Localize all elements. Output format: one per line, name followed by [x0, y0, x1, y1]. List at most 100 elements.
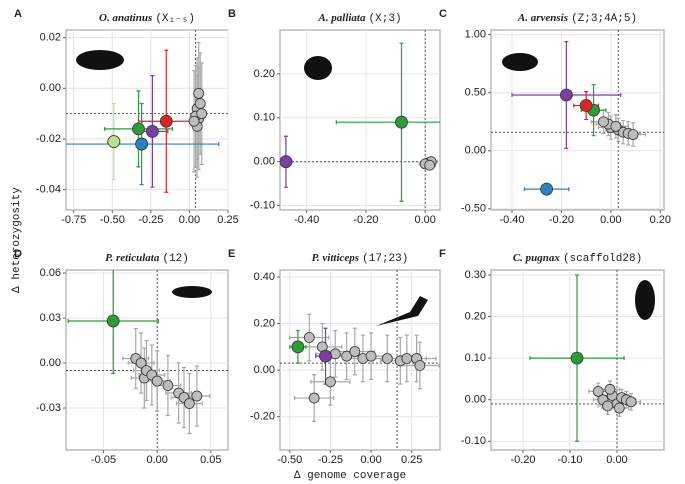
- species: A. arvensis: [517, 12, 568, 24]
- chromosome: (Z;3;4A;5): [571, 13, 637, 25]
- y-tick-label: -0.50: [461, 203, 486, 215]
- points: [511, 41, 647, 196]
- lizard-icon: [376, 296, 428, 326]
- y-tick-label: 0.03: [40, 312, 61, 324]
- point: [135, 357, 147, 369]
- point: [625, 396, 637, 408]
- y-tick-label: 0.00: [465, 394, 486, 406]
- y-tick-label: -0.03: [36, 402, 61, 414]
- panel-letter: E: [228, 248, 235, 260]
- panel: -0.40 -0.20 0.00 0.20 1.00 0.50 0.00 -0.50 C A. a…: [439, 8, 671, 226]
- x-tick-label: -0.20: [353, 214, 378, 226]
- panel-title: P. reticulata (12): [105, 252, 189, 265]
- point: [196, 108, 208, 120]
- point: [395, 115, 408, 129]
- point: [291, 340, 305, 354]
- species: P. reticulata: [105, 252, 160, 264]
- point: [188, 115, 200, 127]
- point: [191, 390, 203, 402]
- panel-title: O. anatinus (X₁₋₅): [99, 12, 195, 25]
- point: [540, 182, 554, 196]
- point: [570, 351, 584, 365]
- monkey-icon: [304, 56, 332, 80]
- x-tick-label: -0.10: [557, 454, 582, 466]
- x-tick-label: 0.05: [200, 454, 221, 466]
- y-axis-label: Δ heterozygosity: [11, 187, 23, 293]
- x-tick-label: -0.40: [294, 214, 319, 226]
- point: [132, 122, 145, 136]
- y-tick-label: 0.50: [465, 87, 486, 99]
- species: C. pugnax: [513, 252, 561, 264]
- x-tick-label: -0.50: [277, 454, 302, 466]
- x-tick-label: 0.00: [179, 214, 200, 226]
- y-tick-label: 0.00: [40, 82, 61, 94]
- panel: -0.40 -0.20 0.00 0.20 0.10 0.00 -0.10 B A. palli…: [228, 8, 441, 226]
- points: [529, 274, 642, 442]
- panel: -0.20 -0.10 0.00 0.30 0.20 0.10 0.00 -0.10 F C. p…: [439, 248, 665, 466]
- species: A. palliata: [317, 12, 366, 24]
- y-tick-label: 0.00: [254, 364, 275, 376]
- panel-title: P. vitticeps (17;23): [312, 252, 409, 265]
- plot-area: [279, 29, 441, 211]
- y-tick-label: -0.02: [36, 133, 61, 145]
- panel-title: A. arvensis (Z;3;4A;5): [517, 12, 637, 25]
- x-tick-label: 0.00: [606, 454, 627, 466]
- point: [424, 159, 436, 171]
- panel-letter: C: [439, 8, 447, 20]
- point: [193, 87, 205, 99]
- y-tick-label: 0.40: [254, 271, 275, 283]
- x-tick-label: 0.00: [360, 454, 381, 466]
- point: [162, 380, 174, 391]
- y-tick-label: 0.10: [465, 352, 486, 364]
- point: [151, 375, 163, 387]
- panel-letter: F: [439, 248, 446, 260]
- y-tick-label: 0.06: [40, 267, 61, 279]
- point: [194, 98, 206, 109]
- point: [325, 376, 336, 388]
- panel-letter: B: [228, 8, 236, 20]
- y-tick-label: -0.20: [250, 411, 275, 423]
- point: [145, 125, 159, 138]
- x-tick-label: 0.00: [414, 214, 435, 226]
- point: [107, 135, 121, 148]
- y-tick-label: 0.20: [465, 310, 486, 322]
- species: O. anatinus: [99, 12, 152, 24]
- point: [159, 114, 173, 128]
- x-tick-label: -0.25: [138, 214, 163, 226]
- point: [627, 129, 639, 140]
- panel: -0.05 0.00 0.05 0.06 0.03 0.00 -0.03 D P. reticu…: [14, 248, 229, 466]
- x-tick-label: -0.05: [91, 454, 116, 466]
- chromosome: (17;23): [362, 253, 408, 265]
- panel-title: A. palliata (X;3): [317, 12, 401, 25]
- y-tick-label: 0.02: [40, 32, 61, 44]
- panel-letter: D: [14, 248, 22, 260]
- x-tick-label: -0.75: [61, 214, 86, 226]
- point: [610, 120, 622, 132]
- panel: -0.50 -0.25 0.00 0.25 0.40 0.20 0.00 -0.20 E P. v…: [228, 248, 441, 466]
- point: [598, 116, 609, 128]
- species: P. vitticeps: [312, 252, 359, 264]
- points: [280, 42, 440, 202]
- y-tick-label: -0.04: [36, 184, 61, 196]
- x-tick-label: 0.25: [401, 454, 422, 466]
- y-tick-label: 0.10: [254, 112, 275, 124]
- x-tick-label: 0.00: [146, 454, 167, 466]
- y-tick-label: -0.10: [461, 435, 486, 447]
- x-tick-label: -0.20: [510, 454, 535, 466]
- chromosome: (X;3): [369, 13, 402, 25]
- point: [381, 353, 393, 364]
- y-tick-label: 0.20: [254, 317, 275, 329]
- y-tick-label: 0.00: [465, 145, 486, 157]
- point: [280, 155, 293, 169]
- points: [66, 42, 220, 193]
- chromosome: (12): [162, 253, 188, 265]
- point: [559, 88, 573, 102]
- y-tick-label: 1.00: [465, 29, 486, 41]
- point: [365, 350, 377, 362]
- silhouettes: [76, 50, 655, 326]
- x-tick-label: 0.00: [600, 214, 621, 226]
- panel: -0.75 -0.50 -0.25 0.00 0.25 0.02 0.00 -0.02 -0.0…: [14, 8, 239, 226]
- panel-letter: A: [14, 8, 22, 20]
- point: [604, 383, 616, 395]
